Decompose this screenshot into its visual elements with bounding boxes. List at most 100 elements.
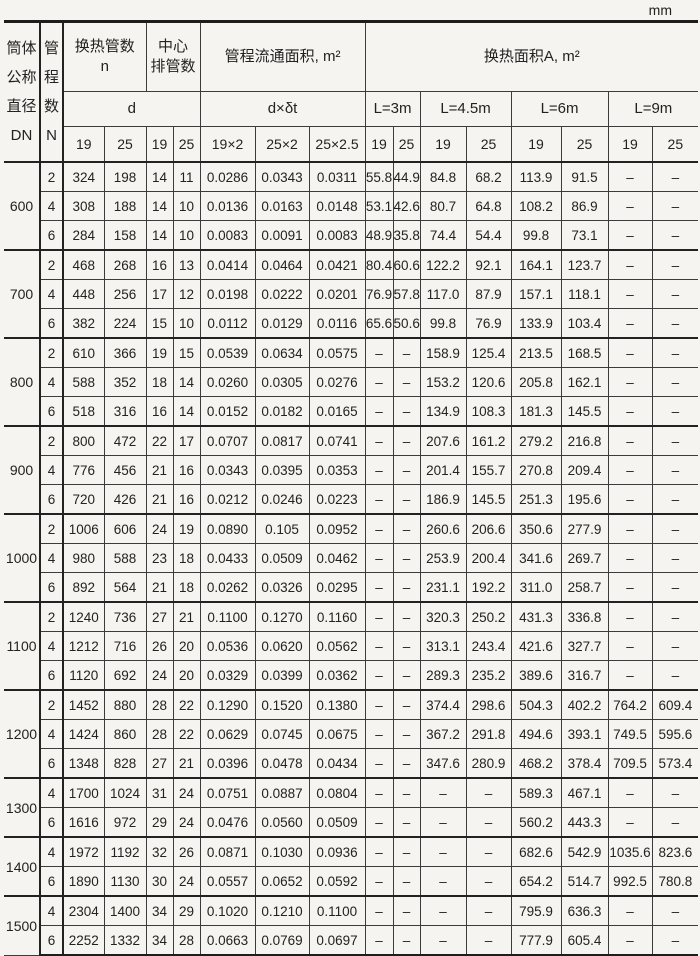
data-cell: 0.0343 [254,161,310,192]
data-cell: 161.2 [465,425,512,456]
table-row: 1300 4 1700 1024 31 24 0.0751 0.0887 0.0804– – – –5… [4,777,699,838]
data-cell: 16 [145,396,174,427]
data-cell: 0.0326 [254,572,310,603]
data-cell: – [364,836,394,867]
data-cell: 14 [172,396,201,427]
data-cell: – [364,631,394,661]
dn-cell: 1500 [4,895,41,956]
data-cell: – [364,543,394,573]
data-cell: 823.6 [651,836,699,867]
data-cell: 19 [172,513,201,544]
table-row: 1400 4 1972 1192 32 26 0.0871 0.1030 0.0936– – – –6… [4,836,699,897]
data-cell: 736 [103,601,147,632]
data-cell: 0.1380 [308,689,366,720]
data-cell: 14 [145,220,174,251]
header-tube-count: 换热管数 n [62,20,147,92]
data-cell: 277.9 [560,513,609,544]
subheader: 25 [651,126,699,163]
data-cell: 0.0871 [199,836,256,867]
data-cell: 18 [145,367,174,397]
data-cell: 0.0675 [308,719,366,749]
data-cell: 367.2 [419,719,467,749]
data-cell: 0.1160 [308,601,366,632]
data-cell: 18 [172,572,201,603]
data-cell: 0.0536 [199,631,256,661]
pass-count-cell: 2 [39,689,64,720]
data-cell: – [392,689,421,720]
data-cell: 0.1030 [254,836,310,867]
data-cell: 213.5 [510,337,562,368]
data-cell: 57.8 [392,279,421,309]
pass-count-cell: 4 [39,895,64,926]
data-cell: 1890 [62,866,105,897]
data-cell: 564 [103,572,147,603]
data-cell: 80.4 [364,249,394,280]
data-cell: 224 [103,308,147,339]
subheader: 25 [560,126,609,163]
data-cell: 0.0116 [308,308,366,339]
data-cell: – [651,425,699,456]
data-cell: – [651,631,699,661]
pass-count-cell: 2 [39,513,64,544]
dn-cell: 700 [4,249,41,339]
dn-cell: 1200 [4,689,41,779]
data-cell: 0.0295 [308,572,366,603]
data-cell: 382 [62,308,105,339]
header-d-x-dt: d×δt [199,91,366,127]
table-row: 1000 2 1006 606 24 19 0.0890 0.105 0.0952– –260.6… [4,513,699,603]
data-cell: 0.0198 [199,279,256,309]
data-cell: – [651,220,699,251]
pass-count-cell: 6 [39,308,64,339]
data-cell: 207.6 [419,425,467,456]
data-cell: 29 [145,807,174,838]
data-cell: 122.2 [419,249,467,280]
data-cell: 1024 [103,777,147,808]
data-cell: – [607,484,653,515]
data-cell: – [392,513,421,544]
data-cell: 0.0129 [254,308,310,339]
data-cell: 0.1210 [254,895,310,926]
data-cell: 0.1100 [308,895,366,926]
data-cell: – [465,925,512,956]
data-cell: 16 [172,455,201,485]
data-cell: 0.0262 [199,572,256,603]
data-cell: – [392,572,421,603]
data-cell: 0.0182 [254,396,310,427]
pass-count-cell: 2 [39,337,64,368]
data-cell: 313.1 [419,631,467,661]
header-pass-count: 管 程 数 N [39,20,64,163]
data-cell: – [651,513,699,544]
data-cell: 514.7 [560,866,609,897]
data-cell: 0.0212 [199,484,256,515]
data-cell: 198 [103,161,147,192]
data-cell: – [465,866,512,897]
subheader: 19 [510,126,562,163]
data-cell: – [607,161,653,192]
data-cell: 1700 [62,777,105,808]
data-cell: 30 [145,866,174,897]
data-cell: – [364,777,394,808]
data-cell: 0.0343 [199,455,256,485]
data-cell: – [364,337,394,368]
data-cell: 972 [103,807,147,838]
data-cell: 0.0509 [254,543,310,573]
data-cell: 195.6 [560,484,609,515]
data-cell: – [392,807,421,838]
data-cell: 0.0741 [308,425,366,456]
data-cell: 21 [145,484,174,515]
data-cell: 828 [103,748,147,779]
data-cell: 24 [172,777,201,808]
data-cell: – [607,572,653,603]
data-cell: 186.9 [419,484,467,515]
data-cell: 289.3 [419,660,467,691]
dn-cell: 1000 [4,513,41,603]
data-cell: 284 [62,220,105,251]
data-cell: 0.0562 [308,631,366,661]
data-cell: 0.0575 [308,337,366,368]
data-cell: 341.6 [510,543,562,573]
data-cell: 200.4 [465,543,512,573]
data-cell: 636.3 [560,895,609,926]
pass-count-cell: 6 [39,660,64,691]
data-cell: – [607,660,653,691]
data-cell: 448 [62,279,105,309]
